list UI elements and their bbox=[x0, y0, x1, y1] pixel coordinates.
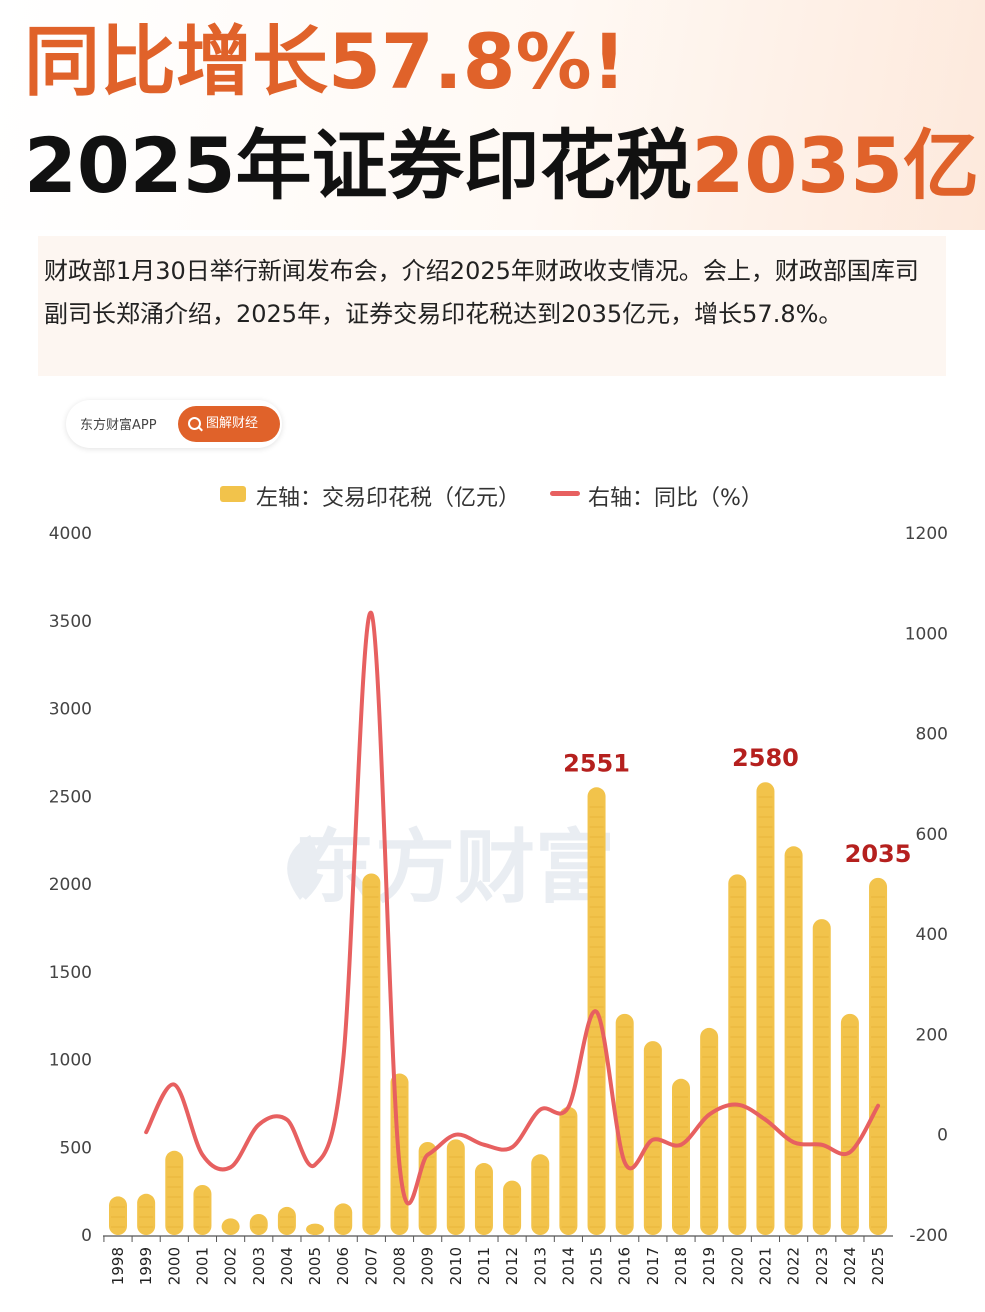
x-axis-label-2017: 2017 bbox=[644, 1247, 662, 1285]
x-axis-label-2009: 2009 bbox=[419, 1247, 437, 1285]
left-axis-tick-500: 500 bbox=[60, 1138, 92, 1158]
data-label-2015: 2551 bbox=[563, 749, 630, 777]
watermark: 东方财富 bbox=[295, 821, 615, 914]
left-axis-tick-3000: 3000 bbox=[49, 700, 92, 720]
x-axis-label-2019: 2019 bbox=[700, 1247, 718, 1285]
right-axis-tick-1000: 1000 bbox=[905, 624, 948, 644]
legend-label-line: 右轴：同比（%） bbox=[588, 486, 763, 511]
bar-2012 bbox=[503, 1180, 522, 1235]
left-axis-tick-0: 0 bbox=[81, 1226, 92, 1246]
graphic-finance-button-label: 图解财经 bbox=[206, 416, 259, 431]
yoy-growth-line bbox=[144, 611, 881, 1206]
left-axis-tick-2500: 2500 bbox=[49, 787, 92, 807]
left-axis-tick-2000: 2000 bbox=[49, 875, 92, 895]
headline-growth: 同比增长57.8%! bbox=[24, 17, 627, 106]
left-axis-tick-4000: 4000 bbox=[49, 524, 92, 544]
bar-2016 bbox=[615, 1013, 634, 1235]
x-axis-label-2013: 2013 bbox=[531, 1247, 549, 1285]
x-axis-label-2020: 2020 bbox=[728, 1247, 746, 1285]
x-axis-label-2016: 2016 bbox=[616, 1247, 634, 1285]
right-axis-tick-200: 200 bbox=[916, 1025, 948, 1045]
x-axis-label-2011: 2011 bbox=[475, 1247, 493, 1285]
chart-legend: 左轴：交易印花税（亿元） 右轴：同比（%） bbox=[0, 478, 985, 512]
right-axis-tick-600: 600 bbox=[916, 825, 948, 845]
right-axis-tick-1200: 1200 bbox=[905, 524, 948, 544]
bar-2003 bbox=[249, 1213, 268, 1235]
x-axis-label-2023: 2023 bbox=[813, 1247, 831, 1285]
x-axis-label-2002: 2002 bbox=[222, 1247, 240, 1285]
summary-text: 财政部1月30日举行新闻发布会，介绍2025年财政收支情况。会上，财政部国库司副… bbox=[38, 236, 946, 376]
bar-2013 bbox=[531, 1154, 550, 1235]
bar-2006 bbox=[334, 1203, 353, 1235]
x-axis-label-2006: 2006 bbox=[334, 1247, 352, 1285]
source-badge: 东方财富APP 图解财经 bbox=[66, 400, 282, 448]
bar-2019 bbox=[700, 1027, 719, 1235]
x-axis-label-2025: 2025 bbox=[869, 1247, 887, 1285]
x-axis-label-2001: 2001 bbox=[193, 1247, 211, 1285]
data-label-2025: 2035 bbox=[845, 840, 912, 868]
bar-2011 bbox=[474, 1163, 493, 1235]
bar-2020 bbox=[728, 874, 747, 1235]
bar-2014 bbox=[559, 1106, 578, 1235]
x-axis-label-2003: 2003 bbox=[250, 1247, 268, 1285]
headline-amount-highlight: 2035亿 bbox=[691, 121, 980, 210]
x-axis-label-1999: 1999 bbox=[137, 1247, 155, 1285]
bar-2007 bbox=[362, 873, 381, 1235]
header-background bbox=[0, 0, 985, 230]
x-axis-label-2000: 2000 bbox=[165, 1247, 183, 1285]
x-axis-label-2012: 2012 bbox=[503, 1247, 521, 1285]
right-axis-tick-0: 0 bbox=[937, 1126, 948, 1146]
legend-swatch-bar bbox=[220, 486, 246, 502]
right-axis-tick-800: 800 bbox=[916, 725, 948, 745]
bar-1998 bbox=[109, 1196, 127, 1235]
bar-1999 bbox=[137, 1193, 156, 1235]
data-label-2021: 2580 bbox=[732, 744, 799, 772]
bar-2005 bbox=[306, 1223, 325, 1235]
x-axis-label-2007: 2007 bbox=[362, 1247, 380, 1285]
x-axis-label-2015: 2015 bbox=[588, 1247, 606, 1285]
x-axis-label-2005: 2005 bbox=[306, 1247, 324, 1285]
x-axis-label-2021: 2021 bbox=[756, 1247, 774, 1285]
legend-label-bar: 左轴：交易印花税（亿元） bbox=[256, 486, 521, 511]
left-axis-tick-1000: 1000 bbox=[49, 1051, 92, 1071]
x-axis-label-2014: 2014 bbox=[559, 1247, 577, 1285]
search-icon bbox=[188, 417, 201, 430]
source-name: 东方财富APP bbox=[80, 418, 157, 433]
x-axis-label-1998: 1998 bbox=[109, 1247, 127, 1285]
right-axis-tick-400: 400 bbox=[916, 925, 948, 945]
x-axis-label-2004: 2004 bbox=[278, 1247, 296, 1285]
bar-2025 bbox=[869, 877, 888, 1235]
bar-2024 bbox=[840, 1013, 859, 1235]
x-axis-label-2022: 2022 bbox=[785, 1247, 803, 1285]
x-axis-label-2008: 2008 bbox=[391, 1247, 409, 1285]
bar-2004 bbox=[277, 1206, 296, 1235]
left-axis-tick-3500: 3500 bbox=[49, 612, 92, 632]
graphic-finance-button[interactable]: 图解财经 bbox=[178, 406, 280, 442]
headline-amount: 2025年证券印花税2035亿 bbox=[24, 126, 979, 206]
x-axis-label-2018: 2018 bbox=[672, 1247, 690, 1285]
legend-swatch-line bbox=[550, 491, 580, 496]
headline-amount-main: 2025年证券印花税 bbox=[24, 121, 692, 210]
bar-2000 bbox=[165, 1150, 184, 1235]
right-axis-tick--200: -200 bbox=[909, 1226, 948, 1246]
x-axis-label-2024: 2024 bbox=[841, 1247, 859, 1285]
left-axis-tick-1500: 1500 bbox=[49, 963, 92, 983]
x-axis-label-2010: 2010 bbox=[447, 1247, 465, 1285]
watermark-logo-icon bbox=[287, 835, 318, 900]
bar-2002 bbox=[221, 1218, 240, 1235]
